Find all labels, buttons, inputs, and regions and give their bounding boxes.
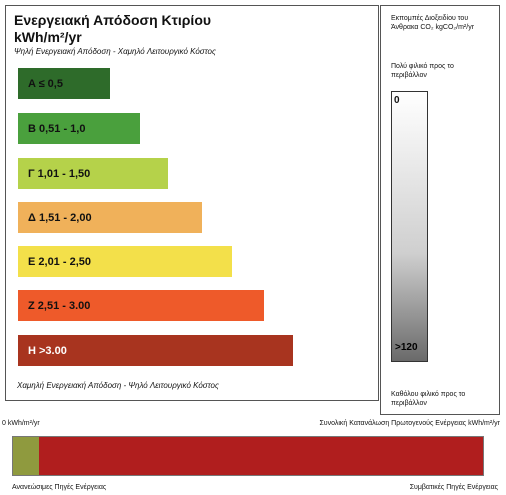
conventional-label: Συμβατικές Πηγές Ενέργειας bbox=[409, 484, 498, 491]
energy-class-label: B 0,51 - 1,0 bbox=[28, 122, 86, 135]
energy-class-label: Γ 1,01 - 1,50 bbox=[28, 167, 91, 180]
unfriendly-label: Καθόλου φιλικό προς το περιβάλλον bbox=[391, 391, 466, 407]
certificate-unit: kWh/m²/yr bbox=[14, 29, 82, 45]
co2-title: Εκπομπές Διοξειδίου του Άνθρακα CO₂ kgCO… bbox=[391, 15, 475, 31]
low-efficiency-caption: Χαμηλή Ενεργειακή Απόδοση - Ψηλό Λειτουρ… bbox=[17, 381, 219, 390]
co2-emissions-panel: Εκπομπές Διοξειδίου του Άνθρακα CO₂ kgCO… bbox=[380, 5, 500, 415]
co2-gradient-scale bbox=[391, 91, 428, 362]
energy-source-bar bbox=[12, 436, 484, 476]
energy-class-label: Δ 1,51 - 2,00 bbox=[28, 211, 92, 224]
energy-class-label: A ≤ 0,5 bbox=[28, 77, 63, 90]
energy-class-label: Z 2,51 - 3.00 bbox=[28, 299, 91, 312]
co2-scale-max: >120 bbox=[395, 342, 418, 353]
renewable-label: Ανανεώσιμες Πηγές Ενέργειας bbox=[12, 484, 107, 491]
energy-class-a-bar: A ≤ 0,5 bbox=[18, 68, 110, 99]
consumption-scale-start: 0 kWh/m²/yr bbox=[2, 420, 40, 427]
energy-class-e-bar: E 2,01 - 2,50 bbox=[18, 246, 232, 277]
energy-class-label: H >3.00 bbox=[28, 344, 67, 357]
certificate-title: Ενεργειακή Απόδοση Κτιρίου bbox=[14, 12, 212, 28]
energy-class-g-bar: Γ 1,01 - 1,50 bbox=[18, 158, 168, 189]
renewable-share-fill bbox=[13, 437, 39, 475]
energy-class-h-bar: H >3.00 bbox=[18, 335, 293, 366]
high-efficiency-caption: Ψηλή Ενεργειακή Απόδοση - Χαμηλό Λειτουρ… bbox=[14, 47, 216, 56]
energy-rating-panel: Ενεργειακή Απόδοση Κτιρίου kWh/m²/yr Ψηλ… bbox=[5, 5, 379, 401]
energy-class-d-bar: Δ 1,51 - 2,00 bbox=[18, 202, 202, 233]
energy-class-z-bar: Z 2,51 - 3.00 bbox=[18, 290, 264, 321]
consumption-scale-label: Συνολική Κατανάλωση Πρωτογενούς Ενέργεια… bbox=[319, 420, 500, 427]
energy-class-b-bar: B 0,51 - 1,0 bbox=[18, 113, 140, 144]
friendly-label: Πολύ φιλικό προς το περιβάλλον bbox=[391, 63, 454, 79]
co2-scale-min: 0 bbox=[394, 95, 400, 106]
energy-class-label: E 2,01 - 2,50 bbox=[28, 255, 91, 268]
